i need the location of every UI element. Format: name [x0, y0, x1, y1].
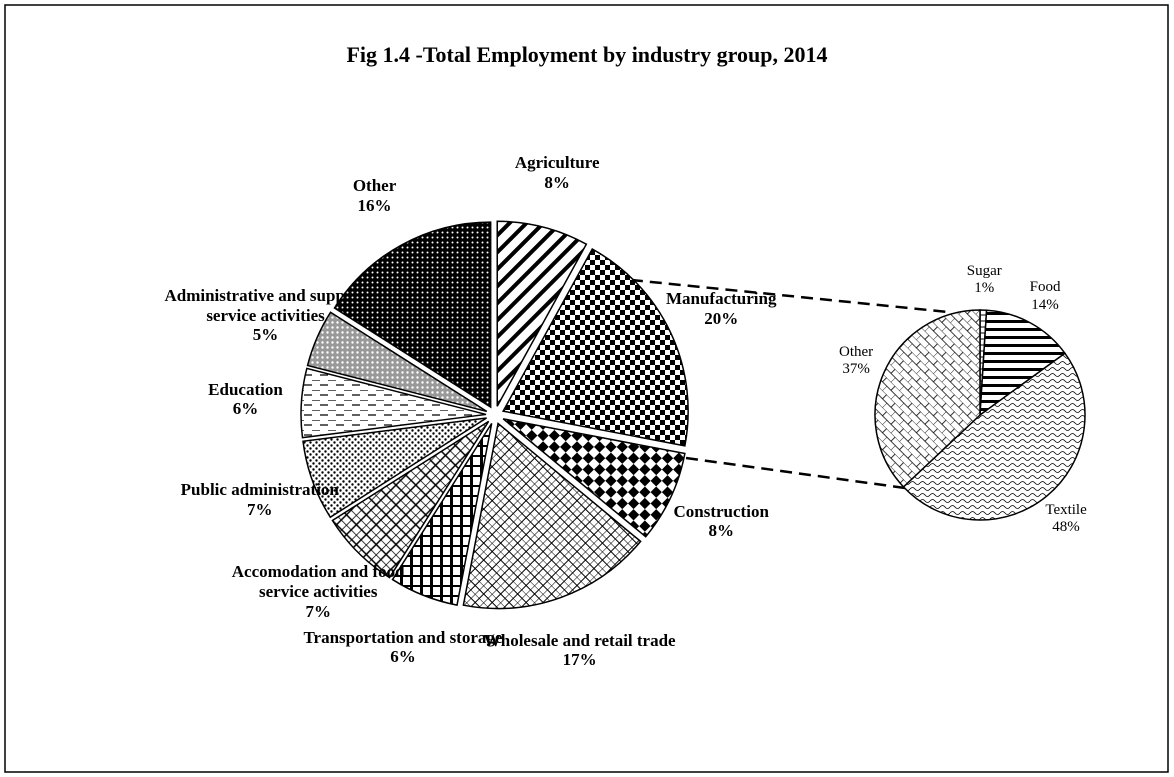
label-box: Administrative and support service activ… [156, 271, 376, 361]
label-box: Other 16% [265, 151, 485, 241]
pie-slice [300, 367, 487, 439]
value-label: 6% [390, 647, 416, 667]
label-box: Other 37% [806, 336, 906, 386]
slice-label: Administrative and support service activ… [156, 271, 376, 361]
chart-title: Fig 1.4 -Total Employment by industry gr… [346, 42, 827, 67]
category-label: Accomodation and food service activities [231, 562, 405, 601]
value-label: 48% [1052, 519, 1080, 536]
label-box: Textile 48% [1016, 494, 1116, 544]
pie-slice [501, 248, 689, 447]
category-label: Wholesale and retail trade [483, 630, 676, 650]
pie-slice [496, 220, 588, 407]
pie-slice [391, 422, 493, 606]
category-label: Transportation and storage [303, 627, 503, 647]
label-box: Public administration 7% [150, 455, 370, 545]
label-box: Agriculture 8% [447, 128, 667, 218]
value-label: 17% [562, 650, 597, 670]
label-box: Transportation and storage 6% [293, 602, 513, 692]
category-label: Education [208, 379, 283, 399]
value-label: 8% [708, 521, 734, 541]
label-box: Sugar 1% [934, 255, 1034, 305]
label-box: Accomodation and food service activities… [208, 547, 428, 637]
category-label: Other [352, 176, 397, 196]
category-label: Public administration [180, 480, 339, 500]
category-label: Sugar [966, 262, 1002, 279]
value-label: 6% [232, 399, 259, 419]
slice-label: Accomodation and food service activities… [208, 547, 428, 637]
label-box: Education 6% [135, 354, 355, 444]
pie-slice [331, 420, 490, 579]
category-label: Manufacturing [665, 289, 777, 308]
value-label: 5% [252, 325, 279, 345]
pie-slice [502, 418, 686, 538]
pie-slice [462, 422, 642, 610]
label-box: Construction 8% [611, 476, 831, 566]
pie-slice [979, 309, 1066, 417]
label-box: Food 14% [995, 272, 1095, 322]
category-label: Other [839, 344, 874, 361]
value-label: 20% [704, 308, 739, 328]
value-label: 7% [305, 601, 331, 621]
value-label: 14% [1031, 296, 1059, 313]
value-label: 7% [247, 499, 273, 519]
pie-slice [333, 221, 492, 409]
value-label: 1% [974, 280, 995, 297]
value-label: 37% [842, 361, 870, 378]
label-box: Manufacturing 20% [611, 264, 831, 354]
category-label: Agriculture [514, 153, 600, 173]
pie-slice [902, 352, 1086, 521]
category-label: Construction [673, 501, 769, 521]
category-label: Textile [1045, 501, 1087, 518]
category-label: Food [1029, 279, 1061, 296]
pie-slice [302, 417, 487, 519]
label-box: Wholesale and retail trade 17% [470, 605, 690, 695]
pie-slice [306, 311, 488, 413]
category-label: Administrative and support service activ… [164, 286, 367, 325]
value-label: 16% [357, 195, 392, 215]
pie-slice [874, 309, 981, 488]
value-label: 8% [544, 172, 570, 192]
